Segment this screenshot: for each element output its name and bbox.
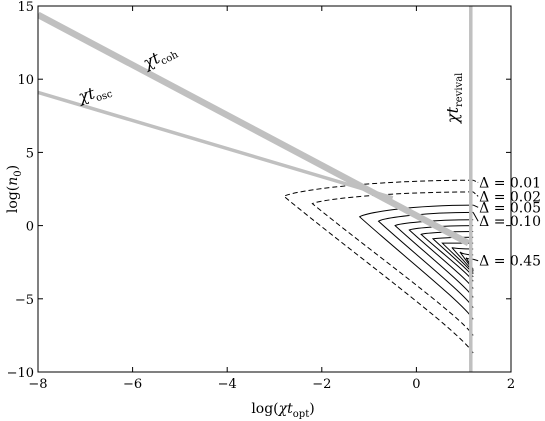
delta-label-1: Δ = 0.02 — [479, 189, 541, 205]
y-tick-label-5: 15 — [17, 0, 34, 15]
delta-leader-2 — [472, 204, 479, 208]
delta-contour-8 — [441, 242, 474, 275]
axis-ticks: −8 −6 −4 −2 0 2 −10 −5 0 5 10 15 — [7, 0, 516, 392]
axes-frame — [37, 5, 512, 373]
y-axis-title-main: n — [5, 177, 21, 186]
delta-leader-3 — [472, 212, 479, 222]
x-tick-label-2: −4 — [218, 377, 237, 392]
delta-leader-1 — [472, 191, 479, 197]
y-tick-label-0: −10 — [7, 366, 34, 381]
x-tick-label-5: 2 — [507, 377, 515, 392]
delta-contour-4 — [394, 219, 474, 298]
y-tick-label-1: −5 — [15, 293, 34, 308]
delta-label-3: Δ = 0.10 — [479, 214, 541, 230]
x-axis-title: log(χtopt) — [251, 401, 314, 420]
gray-line-label-revival: χtrevival — [443, 73, 465, 124]
x-tick-label-4: 0 — [412, 377, 420, 392]
y-axis-title-post: ) — [5, 165, 21, 170]
x-tick-label-0: −8 — [28, 377, 47, 392]
delta-leader-11 — [473, 258, 479, 262]
x-axis-title-main: χt — [278, 401, 293, 417]
y-axis-title-sub: 0 — [13, 170, 24, 176]
x-tick-label-3: −2 — [312, 377, 331, 392]
y-tick-label-3: 5 — [26, 146, 34, 161]
x-axis-title-pre: log( — [251, 401, 278, 417]
y-axis-title-pre: log( — [5, 186, 21, 213]
annotations: Δ = 0.01Δ = 0.02Δ = 0.05Δ = 0.10 Δ = 0.45… — [75, 48, 541, 270]
delta-label-11: Δ = 0.45 — [479, 254, 541, 270]
y-tick-label-2: 0 — [26, 220, 34, 235]
plot-area — [38, 6, 474, 372]
delta-label-2: Δ = 0.05 — [479, 200, 541, 216]
gray-line-osc — [38, 90, 394, 200]
y-tick-label-4: 10 — [17, 73, 34, 88]
delta-contour-1 — [311, 191, 474, 336]
gray-line-label-osc: χtosc — [75, 78, 114, 110]
delta-leader-0 — [472, 179, 479, 183]
delta-contour-2 — [358, 204, 474, 320]
x-axis-title-sub: opt — [293, 409, 309, 420]
delta-label-0: Δ = 0.01 — [479, 175, 541, 191]
delta-contour-3 — [377, 211, 474, 308]
x-tick-label-1: −6 — [123, 377, 142, 392]
y-axis-title: log(n0) — [5, 165, 24, 213]
x-axis-title-post: ) — [309, 401, 314, 417]
gray-line-coh — [38, 11, 470, 247]
